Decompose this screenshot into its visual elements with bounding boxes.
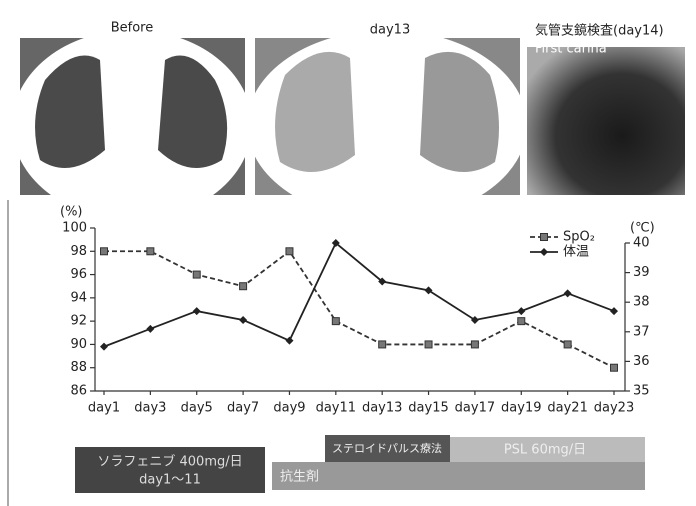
treatments: ソラフェニブ 400mg/日 day1〜11 抗生剤 PSL 60mg/日 ステ…	[75, 435, 645, 493]
marker	[285, 337, 293, 345]
y-unit: (%)	[60, 205, 83, 220]
series-line	[104, 243, 614, 347]
marker	[564, 289, 572, 297]
marker	[147, 248, 154, 255]
marker	[564, 341, 571, 348]
marker	[101, 248, 108, 255]
y2-unit: (℃)	[630, 221, 655, 236]
marker	[193, 307, 201, 315]
marker	[425, 341, 432, 348]
y-tick-label: 90	[70, 337, 87, 352]
marker	[518, 318, 525, 325]
x-tick-label: day3	[134, 401, 166, 416]
marker	[517, 307, 525, 315]
x-tick-label: day23	[594, 401, 634, 416]
marker	[239, 316, 247, 324]
image-label: Before	[111, 21, 154, 36]
x-tick-label: day11	[316, 401, 356, 416]
marker	[286, 248, 293, 255]
image-label: day13	[370, 23, 410, 38]
marker	[379, 341, 386, 348]
y2-tick-label: 39	[633, 265, 650, 280]
treatment-label: PSL 60mg/日	[504, 443, 586, 458]
marker	[193, 271, 200, 278]
marker	[540, 248, 548, 256]
y-tick-label: 100	[62, 221, 87, 236]
figure: Before day13 気管支鏡検査(day14) First carina …	[0, 0, 696, 506]
legend-label: SpO₂	[563, 230, 595, 245]
treatment-label: 抗生剤	[280, 469, 319, 485]
x-tick-label: day19	[501, 401, 541, 416]
x-tick-label: day5	[181, 401, 213, 416]
marker	[332, 318, 339, 325]
y2-tick-label: 36	[633, 354, 650, 369]
y-tick-label: 86	[70, 384, 87, 399]
y2-tick-label: 38	[633, 295, 650, 310]
x-tick-label: day9	[273, 401, 305, 416]
series-line	[104, 251, 614, 367]
y2-tick-label: 35	[633, 384, 650, 399]
marker	[611, 364, 618, 371]
ct-day13	[247, 30, 527, 220]
x-tick-label: day13	[362, 401, 402, 416]
y-tick-label: 98	[70, 244, 87, 259]
y-tick-label: 96	[70, 267, 87, 282]
marker	[541, 234, 548, 241]
x-tick-label: day17	[455, 401, 495, 416]
bronchoscopy-image	[527, 47, 685, 195]
y2-tick-label: 40	[633, 236, 650, 251]
x-tick-label: day7	[227, 401, 259, 416]
treatment-label: ソラフェニブ 400mg/日	[97, 454, 242, 470]
x-tick-label: day1	[88, 401, 120, 416]
treatment-bar	[272, 462, 645, 490]
legend-label: 体温	[563, 245, 589, 260]
image-label: 気管支鏡検査(day14)	[535, 23, 664, 39]
marker	[610, 307, 618, 315]
x-tick-label: day15	[408, 401, 448, 416]
marker	[471, 341, 478, 348]
y2-tick-label: 37	[633, 324, 650, 339]
y-tick-label: 88	[70, 360, 87, 375]
marker	[100, 343, 108, 351]
marker	[240, 283, 247, 290]
y-tick-label: 94	[70, 290, 87, 305]
ct-before	[12, 30, 252, 220]
treatment-label: ステロイドパルス療法	[332, 441, 442, 455]
treatment-label: day1〜11	[139, 473, 201, 488]
image-sublabel: First carina	[535, 42, 607, 57]
y-tick-label: 92	[70, 314, 87, 329]
marker	[146, 325, 154, 333]
x-tick-label: day21	[547, 401, 587, 416]
